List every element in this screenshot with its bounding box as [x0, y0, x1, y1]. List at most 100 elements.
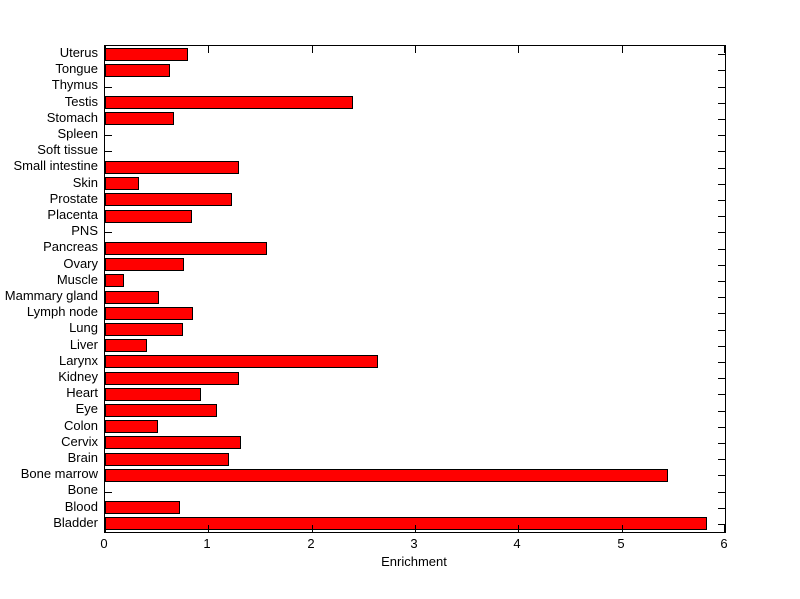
- y-tick-right: [718, 216, 725, 217]
- category-label: Bone marrow: [20, 466, 98, 481]
- y-tick-right: [718, 297, 725, 298]
- bar: [105, 307, 193, 320]
- category-label: Lymph node: [26, 304, 98, 319]
- bar: [105, 323, 183, 336]
- bar: [105, 517, 707, 530]
- bar: [105, 404, 217, 417]
- category-label: Placenta: [47, 207, 98, 222]
- x-tick-label: 0: [100, 536, 108, 551]
- bar: [105, 161, 239, 174]
- y-tick-right: [718, 135, 725, 136]
- category-label: Lung: [69, 320, 98, 335]
- category-label: Eye: [75, 401, 98, 416]
- y-tick-right: [718, 281, 725, 282]
- y-tick-right: [718, 232, 725, 233]
- y-tick-right: [718, 394, 725, 395]
- category-label: Pancreas: [43, 239, 98, 254]
- bar: [105, 64, 170, 77]
- y-tick-right: [718, 184, 725, 185]
- x-tick-label: 1: [203, 536, 211, 551]
- category-label: Soft tissue: [37, 142, 98, 157]
- x-tick-bottom: [312, 525, 313, 532]
- y-tick-right: [718, 459, 725, 460]
- bar: [105, 339, 147, 352]
- y-tick-right: [718, 168, 725, 169]
- category-label: Cervix: [61, 434, 98, 449]
- x-tick-top: [518, 46, 519, 53]
- bar: [105, 274, 124, 287]
- y-tick-right: [718, 443, 725, 444]
- y-tick-right: [718, 103, 725, 104]
- category-label: Muscle: [56, 272, 98, 287]
- y-tick-left: [105, 135, 112, 136]
- x-tick-bottom: [415, 525, 416, 532]
- y-tick-right: [718, 524, 725, 525]
- category-label: Tongue: [55, 61, 98, 76]
- bar: [105, 177, 139, 190]
- y-tick-right: [718, 200, 725, 201]
- x-tick-label: 4: [513, 536, 521, 551]
- category-label: Bladder: [53, 515, 98, 530]
- category-label: Blood: [64, 499, 98, 514]
- plot-area: [104, 45, 726, 533]
- bar: [105, 193, 232, 206]
- y-tick-right: [718, 508, 725, 509]
- y-tick-right: [718, 265, 725, 266]
- y-tick-right: [718, 330, 725, 331]
- x-tick-bottom: [724, 525, 725, 532]
- bar: [105, 420, 158, 433]
- x-tick-bottom: [622, 525, 623, 532]
- category-label: Ovary: [63, 256, 98, 271]
- y-tick-right: [718, 492, 725, 493]
- category-label: Thymus: [51, 77, 98, 92]
- bar: [105, 501, 180, 514]
- category-label: Uterus: [59, 45, 98, 60]
- category-label: Liver: [69, 337, 98, 352]
- category-label: Bone: [67, 482, 98, 497]
- y-tick-right: [718, 249, 725, 250]
- bar: [105, 436, 241, 449]
- y-tick-left: [105, 492, 112, 493]
- bar: [105, 453, 229, 466]
- x-tick-top: [724, 46, 725, 53]
- y-tick-right: [718, 411, 725, 412]
- x-tick-label: 3: [410, 536, 418, 551]
- x-tick-top: [622, 46, 623, 53]
- x-tick-top: [208, 46, 209, 53]
- y-tick-right: [718, 362, 725, 363]
- category-label: Larynx: [58, 353, 98, 368]
- x-tick-bottom: [105, 525, 106, 532]
- category-label: Testis: [64, 94, 98, 109]
- y-tick-right: [718, 313, 725, 314]
- y-tick-left: [105, 87, 112, 88]
- bar: [105, 210, 192, 223]
- x-tick-label: 6: [720, 536, 728, 551]
- category-label: PNS: [71, 223, 98, 238]
- x-tick-top: [312, 46, 313, 53]
- bar: [105, 388, 201, 401]
- x-axis-label: Enrichment: [381, 554, 447, 569]
- y-tick-right: [718, 70, 725, 71]
- x-tick-label: 2: [307, 536, 315, 551]
- y-tick-right: [718, 151, 725, 152]
- y-tick-left: [105, 151, 112, 152]
- bar: [105, 242, 267, 255]
- x-tick-bottom: [518, 525, 519, 532]
- bar: [105, 258, 184, 271]
- x-tick-top: [105, 46, 106, 53]
- y-tick-right: [718, 54, 725, 55]
- y-tick-right: [718, 119, 725, 120]
- category-label: Mammary gland: [4, 288, 98, 303]
- category-label: Colon: [64, 418, 98, 433]
- category-label: Kidney: [58, 369, 98, 384]
- category-label: Small intestine: [13, 158, 98, 173]
- y-tick-right: [718, 87, 725, 88]
- y-tick-right: [718, 346, 725, 347]
- y-tick-left: [105, 232, 112, 233]
- bar: [105, 96, 353, 109]
- category-label: Skin: [72, 175, 98, 190]
- bar: [105, 291, 159, 304]
- category-label: Brain: [67, 450, 98, 465]
- category-label: Prostate: [49, 191, 98, 206]
